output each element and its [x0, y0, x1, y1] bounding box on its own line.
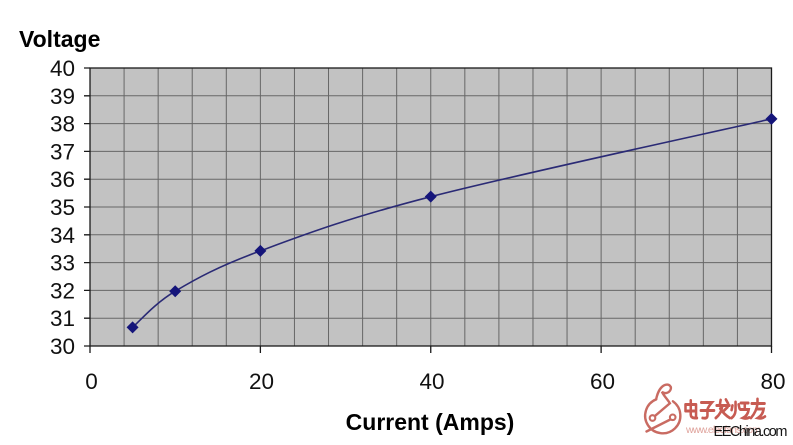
svg-text:32: 32 [50, 278, 75, 303]
svg-text:Voltage: Voltage [19, 26, 100, 52]
svg-text:60: 60 [590, 369, 615, 394]
svg-text:31: 31 [50, 306, 75, 331]
svg-text:0: 0 [85, 369, 98, 394]
svg-text:35: 35 [50, 195, 75, 220]
svg-text:40: 40 [419, 369, 444, 394]
svg-text:EEChina.com: EEChina.com [714, 424, 788, 440]
svg-text:Current (Amps): Current (Amps) [346, 409, 515, 435]
svg-text:40: 40 [50, 56, 75, 81]
svg-text:30: 30 [50, 334, 75, 359]
svg-text:36: 36 [50, 167, 75, 192]
svg-text:38: 38 [50, 112, 75, 137]
svg-text:39: 39 [50, 84, 75, 109]
svg-text:www.elecfans.com: www.elecfans.com [685, 424, 761, 436]
svg-text:34: 34 [50, 223, 75, 248]
svg-text:80: 80 [760, 369, 785, 394]
svg-text:33: 33 [50, 251, 75, 276]
svg-text:37: 37 [50, 139, 75, 164]
svg-text:20: 20 [249, 369, 274, 394]
